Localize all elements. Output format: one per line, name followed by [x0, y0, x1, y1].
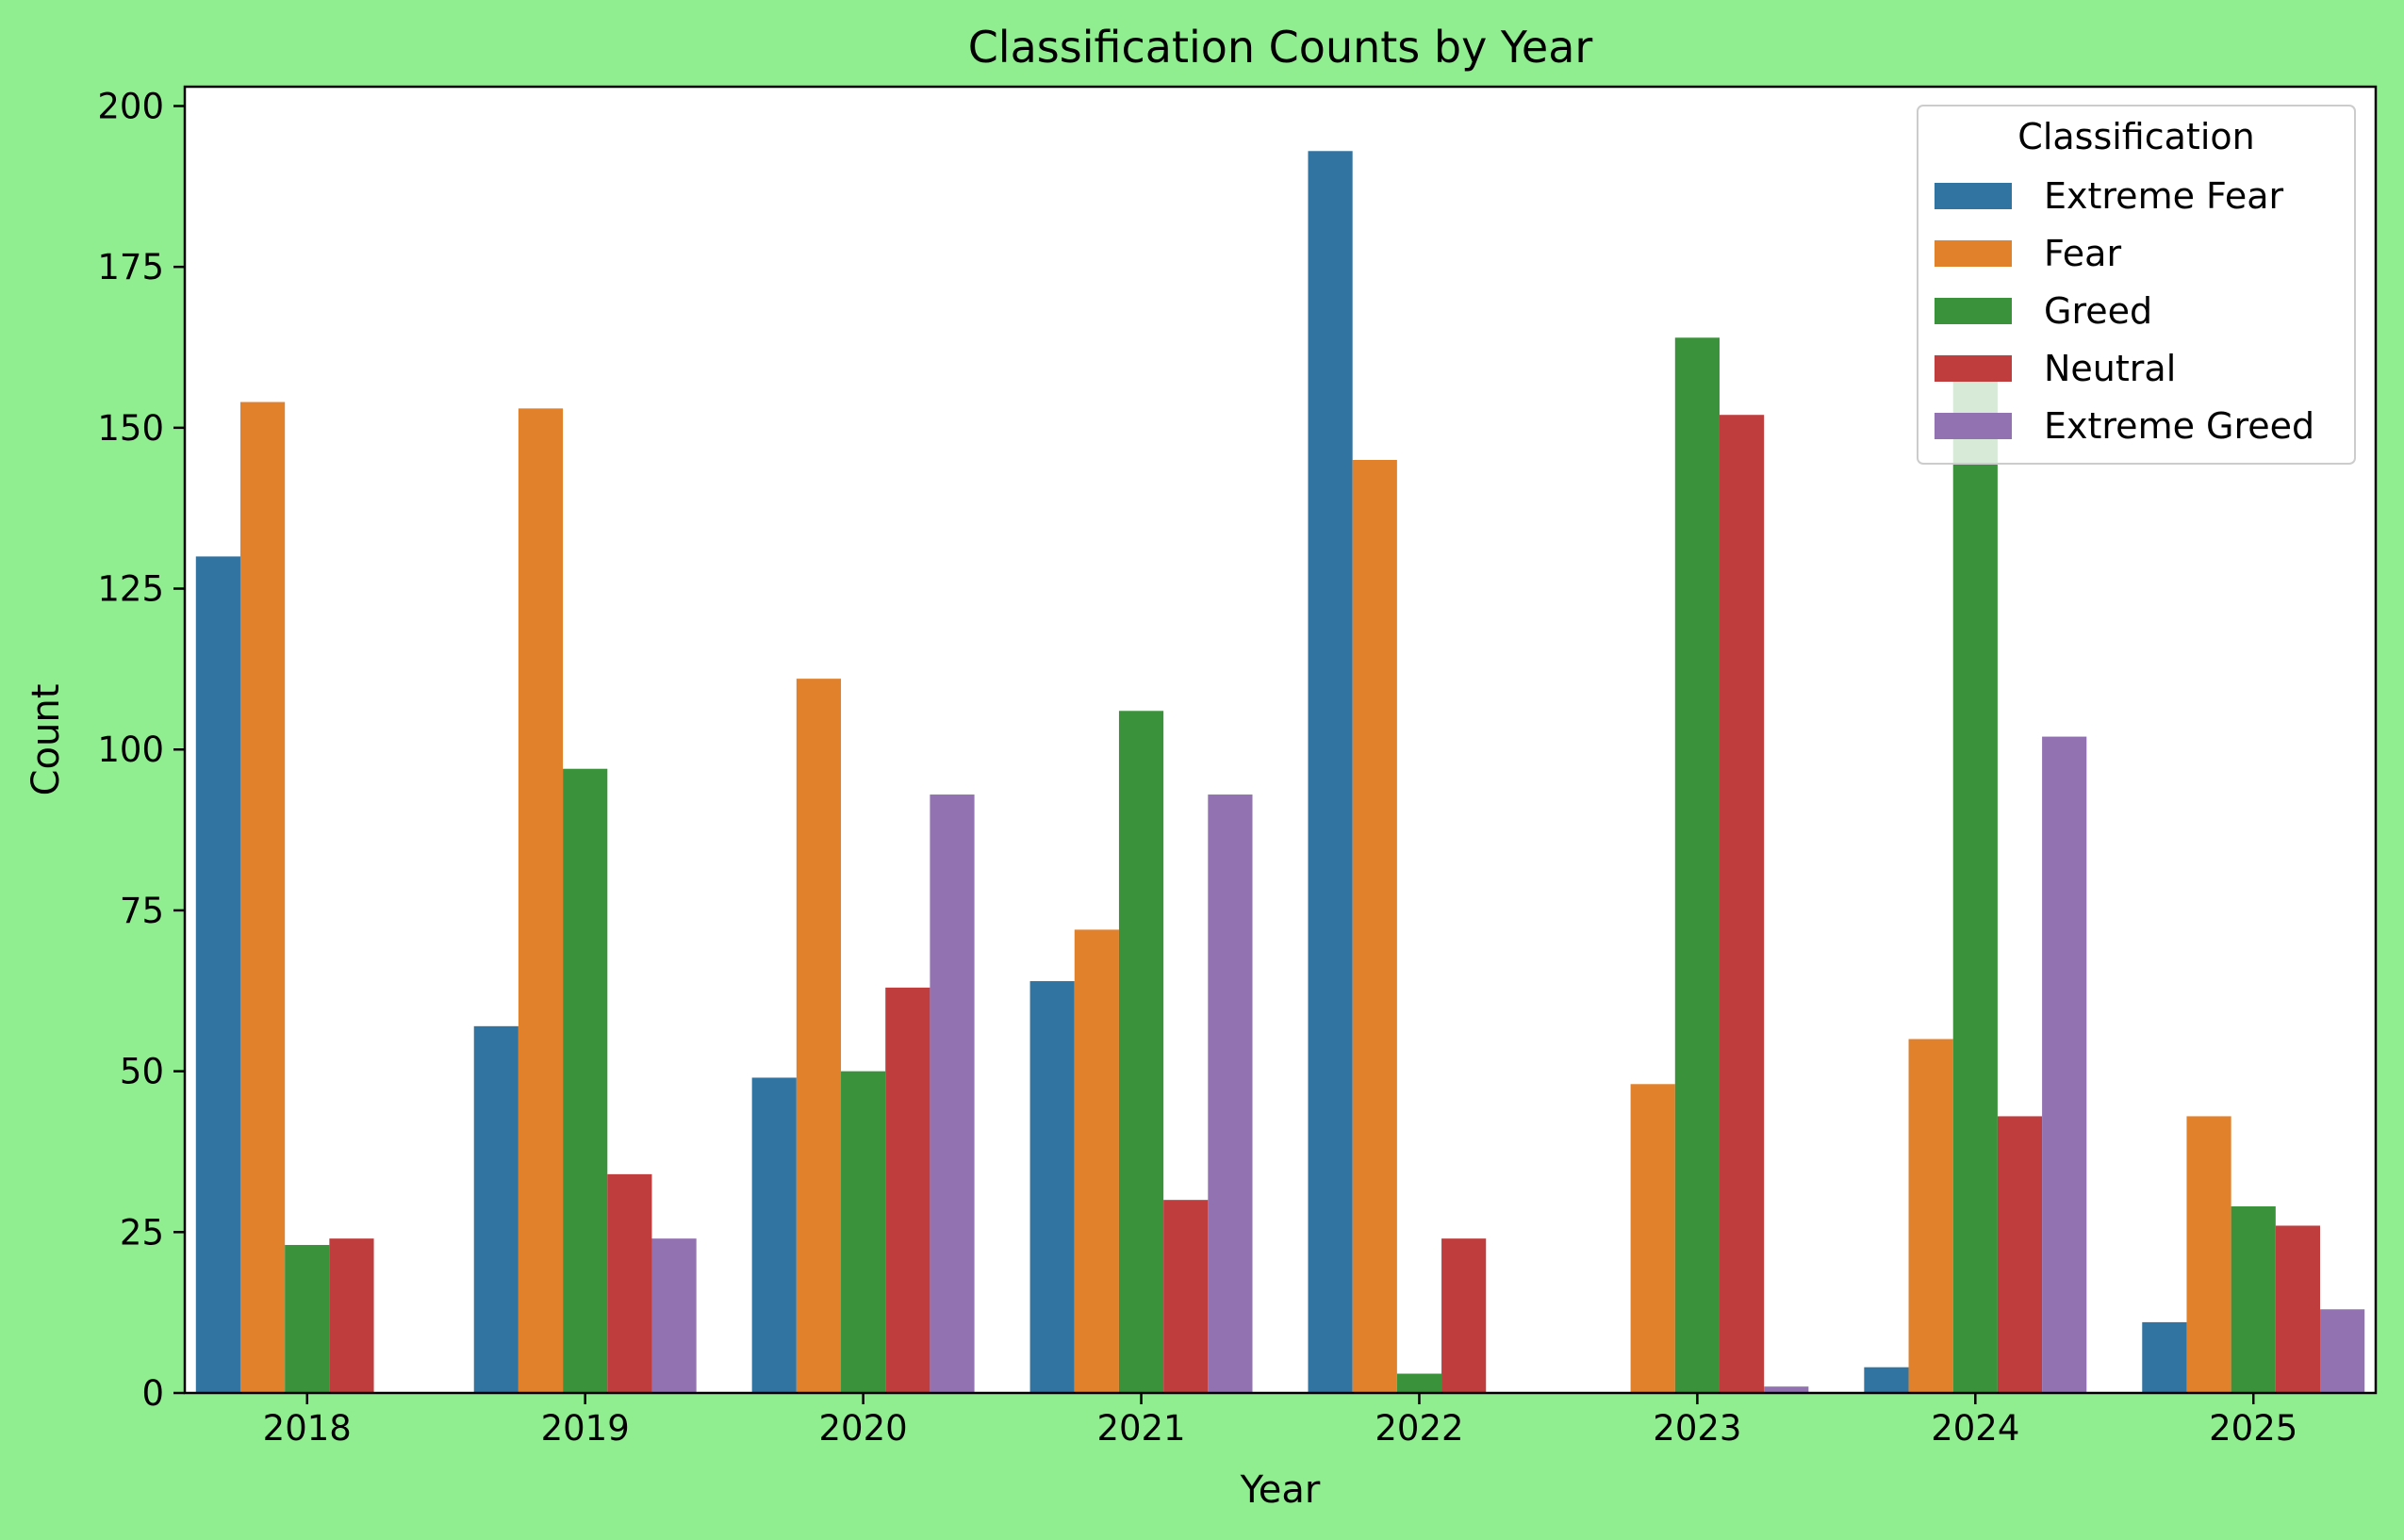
bar-extreme-fear-2021: [1029, 981, 1075, 1393]
x-tick-label: 2020: [819, 1408, 908, 1449]
bar-greed-2023: [1674, 337, 1720, 1393]
y-axis-label: Count: [25, 684, 68, 796]
x-tick-label: 2024: [1931, 1408, 2019, 1449]
bar-extreme-fear-2025: [2142, 1321, 2187, 1393]
y-axis: 0 25 50 75 100 125 150 175 200: [97, 86, 185, 1414]
bar-fear-2025: [2186, 1116, 2231, 1393]
bars-layer: [195, 151, 2365, 1394]
y-tick-label: 100: [97, 729, 164, 770]
x-tick-label: 2025: [2209, 1408, 2297, 1449]
x-tick-label: 2019: [541, 1408, 630, 1449]
x-tick-label: 2021: [1096, 1408, 1185, 1449]
bar-extreme-fear-2024: [1864, 1367, 1909, 1393]
bar-extreme-greed-2024: [2042, 736, 2087, 1393]
legend-entry: Greed: [2044, 290, 2152, 332]
bar-greed-2021: [1118, 711, 1164, 1393]
legend: Classification Extreme Fear Fear Greed Neutr…: [1917, 105, 2356, 465]
y-tick-label: 125: [97, 569, 164, 610]
x-axis: 2018 2019 2020 2021 2022 2023 2024 2025: [263, 1393, 2297, 1449]
bar-extreme-fear-2019: [473, 1025, 519, 1393]
chart-title: Classification Counts by Year: [968, 22, 1593, 73]
legend-entry: Extreme Fear: [2044, 175, 2283, 217]
bar-greed-2022: [1396, 1373, 1442, 1393]
legend-swatch: [1935, 298, 2012, 324]
bar-greed-2018: [285, 1244, 330, 1393]
y-tick-label: 150: [97, 408, 164, 449]
bar-fear-2018: [239, 401, 286, 1393]
bar-extreme-greed-2021: [1208, 795, 1253, 1393]
bar-fear-2024: [1908, 1039, 1953, 1393]
bar-fear-2021: [1074, 929, 1119, 1393]
y-tick-label: 50: [120, 1052, 164, 1092]
bar-extreme-fear-2022: [1308, 151, 1353, 1393]
bar-greed-2020: [841, 1071, 886, 1393]
bar-neutral-2021: [1163, 1200, 1209, 1393]
bar-fear-2019: [518, 408, 564, 1394]
bar-fear-2023: [1630, 1084, 1675, 1393]
bar-extreme-greed-2020: [930, 795, 975, 1393]
y-tick-label: 175: [97, 247, 164, 287]
y-tick-label: 75: [120, 891, 164, 931]
plot-frame: [183, 85, 2378, 1395]
bar-greed-2025: [2231, 1206, 2276, 1393]
bar-extreme-fear-2020: [751, 1077, 797, 1393]
x-tick-label: 2018: [263, 1408, 352, 1449]
bar-fear-2020: [796, 679, 842, 1393]
x-tick-label: 2023: [1653, 1408, 1741, 1449]
bar-fear-2022: [1352, 460, 1397, 1393]
legend-swatch: [1935, 240, 2012, 267]
legend-entry: Neutral: [2044, 348, 2176, 389]
bar-neutral-2023: [1719, 415, 1765, 1393]
legend-swatch: [1935, 413, 2012, 439]
bar-extreme-fear-2018: [195, 556, 240, 1393]
x-tick-label: 2022: [1375, 1408, 1463, 1449]
bar-greed-2019: [563, 768, 608, 1393]
legend-entry: Fear: [2044, 233, 2121, 274]
bar-extreme-greed-2025: [2320, 1309, 2365, 1393]
bar-neutral-2019: [607, 1173, 652, 1393]
bar-neutral-2020: [885, 987, 930, 1393]
y-tick-label: 25: [120, 1212, 164, 1253]
bar-extreme-greed-2023: [1764, 1386, 1809, 1393]
legend-entry: Extreme Greed: [2044, 405, 2314, 447]
bar-extreme-greed-2019: [651, 1238, 697, 1393]
bar-neutral-2024: [1997, 1116, 2043, 1393]
legend-box: [1917, 105, 2356, 465]
y-tick-label: 0: [141, 1373, 164, 1414]
bar-greed-2024: [1952, 376, 1998, 1393]
legend-swatch: [1935, 183, 2012, 209]
bar-neutral-2022: [1441, 1238, 1487, 1393]
legend-swatch: [1935, 355, 2012, 382]
bar-neutral-2025: [2275, 1225, 2321, 1393]
bar-neutral-2018: [329, 1238, 374, 1393]
y-tick-label: 200: [97, 86, 164, 126]
x-axis-label: Year: [1240, 1468, 1321, 1512]
legend-title: Classification: [2017, 116, 2254, 157]
